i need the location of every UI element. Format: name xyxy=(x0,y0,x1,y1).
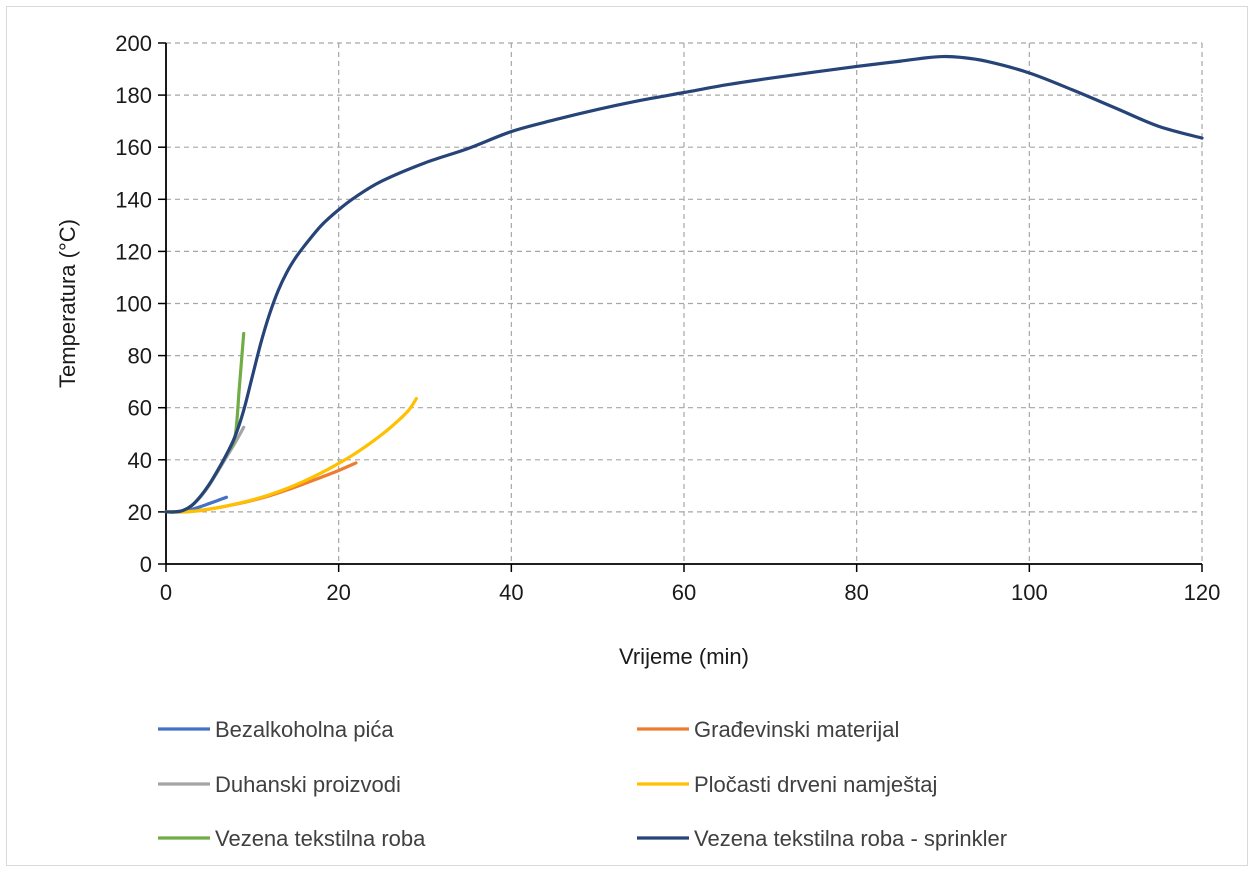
legend-item-5: Vezena tekstilna roba - sprinkler xyxy=(637,826,1007,851)
legend-item-3: Pločasti drveni namještaj xyxy=(637,772,937,797)
legend: Bezalkoholna pića Građevinski materijal Du… xyxy=(158,717,1007,851)
legend-item-2: Duhanski proizvodi xyxy=(158,772,401,797)
y-tick-label: 80 xyxy=(128,344,152,369)
y-tick-label: 200 xyxy=(115,31,152,56)
chart-frame xyxy=(6,6,1248,866)
legend-item-1: Građevinski materijal xyxy=(637,717,899,742)
y-tick-label: 60 xyxy=(128,396,152,421)
y-tick-label: 100 xyxy=(115,292,152,317)
legend-label: Građevinski materijal xyxy=(694,717,899,742)
x-tick-label: 20 xyxy=(326,580,350,605)
x-axis-label: Vrijeme (min) xyxy=(619,644,749,669)
y-tick-label: 160 xyxy=(115,135,152,160)
legend-label: Vezena tekstilna roba - sprinkler xyxy=(694,826,1007,851)
x-tick-label: 0 xyxy=(160,580,172,605)
y-tick-label: 180 xyxy=(115,83,152,108)
series-lines xyxy=(164,54,1204,514)
x-tick-label: 80 xyxy=(844,580,868,605)
x-tick-label: 40 xyxy=(499,580,523,605)
legend-item-4: Vezena tekstilna roba xyxy=(158,826,426,851)
y-tick-label: 120 xyxy=(115,239,152,264)
y-tick-label: 140 xyxy=(115,187,152,212)
y-axis-label: Temperatura (°C) xyxy=(55,219,80,388)
y-tick-label: 0 xyxy=(140,552,152,577)
legend-label: Bezalkoholna pića xyxy=(215,717,394,742)
series-line-3 xyxy=(164,396,418,514)
legend-label: Pločasti drveni namještaj xyxy=(694,772,937,797)
legend-item-0: Bezalkoholna pića xyxy=(158,717,394,742)
x-tick-label: 100 xyxy=(1011,580,1048,605)
x-tick-label: 60 xyxy=(672,580,696,605)
series-line-4 xyxy=(164,331,246,514)
legend-label: Duhanski proizvodi xyxy=(215,772,401,797)
grid xyxy=(166,42,1203,564)
x-tick-label: 120 xyxy=(1184,580,1221,605)
y-tick-label: 40 xyxy=(128,448,152,473)
axes xyxy=(158,42,1203,572)
series-line-5 xyxy=(164,54,1204,514)
tick-labels: 0 20 40 60 80 100 120 140 160 180 200 0 20 40 60 80 100 1… xyxy=(115,31,1220,605)
legend-label: Vezena tekstilna roba xyxy=(215,826,426,851)
y-tick-label: 20 xyxy=(128,500,152,525)
